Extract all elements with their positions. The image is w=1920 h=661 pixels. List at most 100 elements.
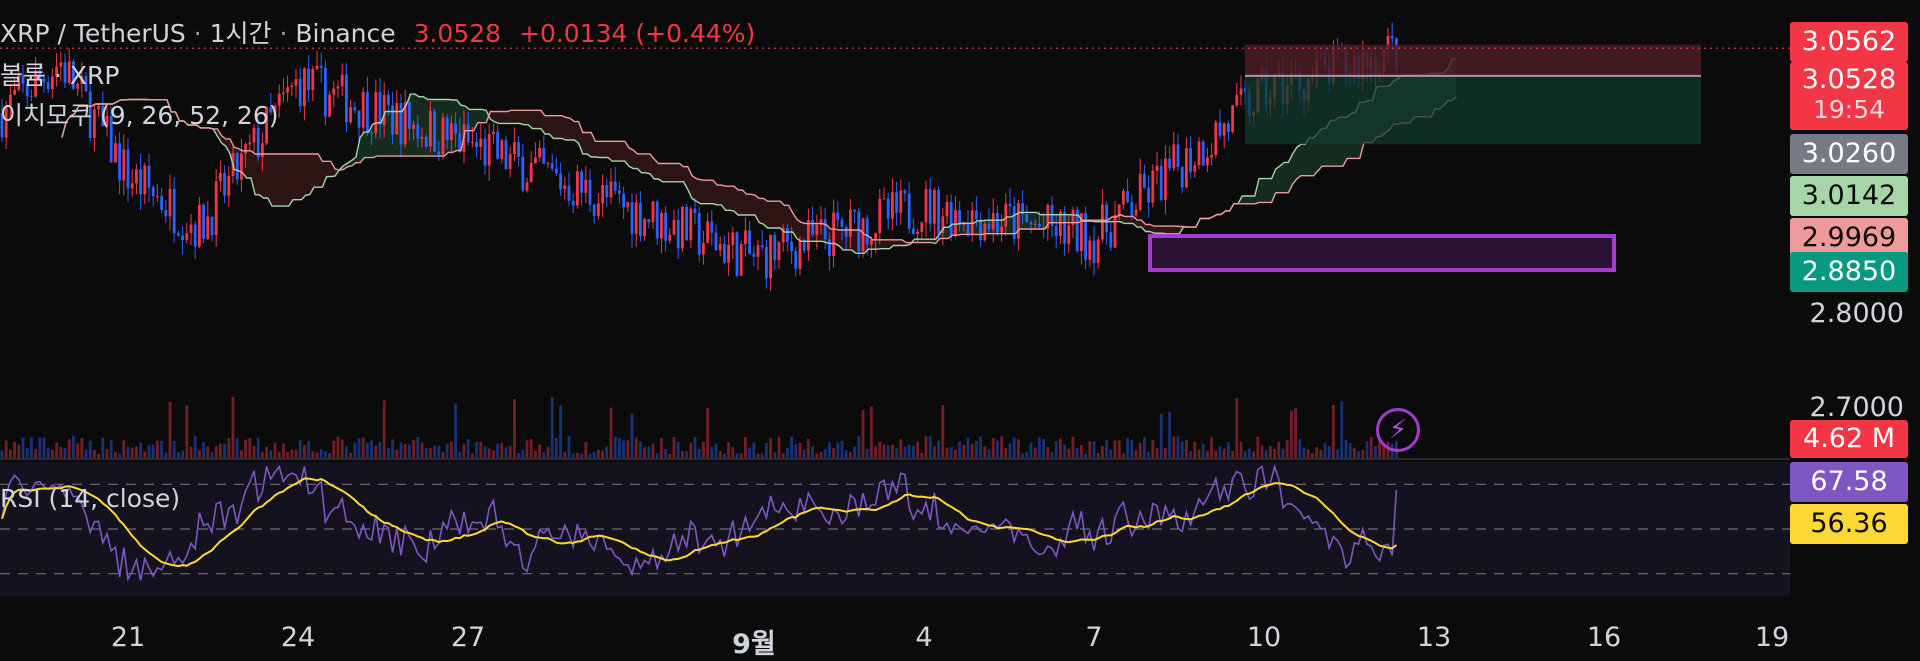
volume-bar bbox=[219, 443, 222, 458]
cloud-segment bbox=[1296, 144, 1301, 179]
candle bbox=[181, 235, 184, 241]
cloud-segment bbox=[469, 109, 474, 131]
candle bbox=[765, 247, 768, 279]
candle bbox=[336, 86, 340, 89]
date-tick-7: 7 bbox=[1085, 622, 1103, 653]
cloud-segment bbox=[792, 212, 797, 239]
volume-bar bbox=[933, 446, 936, 458]
price-tick-2-80: 2.8000 bbox=[1809, 298, 1904, 329]
volume-bar bbox=[206, 446, 210, 458]
volume-bar bbox=[1172, 436, 1176, 458]
volume-bar bbox=[303, 444, 306, 458]
cloud-segment bbox=[1120, 214, 1125, 224]
candle bbox=[773, 235, 777, 261]
volume-bar bbox=[618, 437, 621, 458]
cloud-segment bbox=[650, 153, 655, 179]
candle bbox=[735, 232, 739, 276]
candle bbox=[622, 193, 625, 208]
cloud-segment bbox=[923, 239, 928, 243]
candle bbox=[88, 91, 92, 138]
position-overlay[interactable] bbox=[0, 44, 1790, 272]
candle bbox=[450, 123, 453, 140]
candle bbox=[1004, 203, 1008, 227]
volume-bar bbox=[1004, 448, 1008, 458]
volume-bar bbox=[907, 444, 911, 458]
volume-bar bbox=[937, 440, 940, 458]
volume-bar bbox=[189, 446, 193, 458]
cloud-segment bbox=[818, 223, 823, 242]
candle bbox=[996, 213, 999, 233]
volume-bar bbox=[513, 399, 516, 458]
volume-bar bbox=[101, 437, 105, 458]
cloud-segment bbox=[700, 179, 705, 204]
tag-last-price: 3.0528 19:54 bbox=[1790, 62, 1908, 130]
candle bbox=[832, 212, 835, 257]
candle bbox=[80, 76, 84, 85]
volume-bar bbox=[676, 441, 680, 458]
date-tick-13: 13 bbox=[1416, 622, 1452, 653]
candle bbox=[46, 82, 50, 89]
candle bbox=[752, 253, 756, 257]
volume-bar bbox=[256, 437, 260, 458]
candle bbox=[483, 138, 487, 166]
cloud-segment bbox=[482, 109, 487, 123]
candle bbox=[366, 92, 369, 133]
candle bbox=[38, 70, 42, 79]
candle bbox=[458, 133, 462, 153]
cloud-segment bbox=[944, 227, 949, 239]
volume-bar bbox=[1332, 404, 1335, 458]
volume-bar bbox=[135, 446, 138, 458]
candle bbox=[210, 216, 214, 236]
candle bbox=[601, 184, 604, 204]
lightning-icon[interactable]: ⚡ bbox=[1376, 408, 1420, 452]
candle bbox=[874, 233, 877, 241]
candle bbox=[269, 106, 273, 113]
cloud-segment bbox=[675, 163, 680, 182]
cloud-segment bbox=[801, 222, 806, 242]
candle bbox=[555, 168, 558, 174]
last-price: 3.0528 bbox=[413, 19, 502, 48]
cloud-segment bbox=[309, 153, 314, 195]
candle bbox=[651, 201, 655, 223]
volume-bar bbox=[622, 440, 625, 458]
volume-bar bbox=[1059, 438, 1062, 458]
volume-bar bbox=[84, 449, 88, 458]
volume-bar bbox=[844, 450, 848, 458]
rsi-background bbox=[0, 462, 1790, 596]
volume-bar bbox=[290, 449, 294, 458]
candle bbox=[823, 219, 827, 240]
cloud-segment bbox=[729, 186, 734, 212]
volume-bar bbox=[1151, 440, 1155, 458]
candle bbox=[324, 67, 327, 117]
volume-bar bbox=[1185, 439, 1188, 458]
volume-bar bbox=[1239, 441, 1243, 458]
volume-bar bbox=[496, 443, 499, 458]
candle bbox=[634, 202, 638, 234]
candle bbox=[794, 251, 798, 269]
candle bbox=[340, 74, 344, 87]
candle bbox=[240, 153, 243, 180]
candle bbox=[529, 163, 533, 183]
candle bbox=[681, 206, 684, 249]
candle bbox=[168, 188, 172, 217]
cloud-segment bbox=[725, 186, 730, 211]
candle bbox=[1176, 144, 1180, 167]
volume-bar bbox=[1042, 438, 1045, 458]
volume-bar bbox=[634, 437, 638, 458]
volume-bar bbox=[1122, 453, 1125, 458]
tag-3-0142: 3.0142 bbox=[1790, 176, 1908, 216]
senkou-span-b bbox=[61, 96, 1457, 245]
volume-bar bbox=[1252, 451, 1255, 458]
candle bbox=[550, 163, 554, 169]
volume-bar bbox=[164, 452, 168, 458]
volume-bar bbox=[563, 452, 567, 458]
candle bbox=[319, 65, 323, 68]
volume-bar bbox=[1327, 446, 1331, 458]
candle bbox=[105, 115, 109, 127]
volume-bar bbox=[639, 441, 642, 458]
cloud-segment bbox=[918, 239, 923, 243]
volume-bar bbox=[1378, 438, 1381, 458]
volume-bar bbox=[416, 437, 420, 458]
volume-bar bbox=[177, 452, 180, 458]
